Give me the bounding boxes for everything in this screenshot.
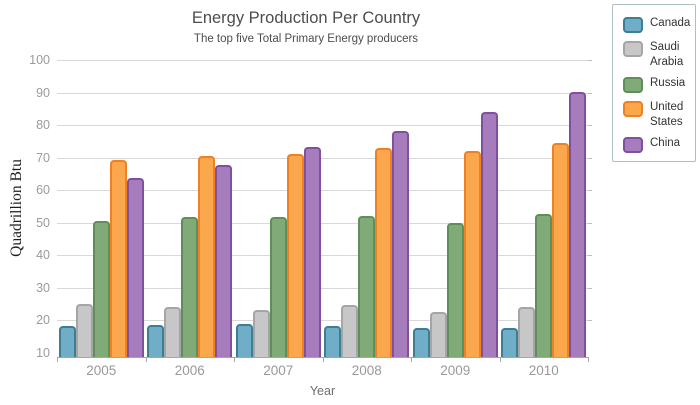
- legend-item-china[interactable]: China: [623, 136, 691, 153]
- gridline-80: [57, 125, 588, 127]
- gridline-20: [57, 320, 588, 322]
- legend-item-russia[interactable]: Russia: [623, 76, 691, 93]
- gridline-70: [57, 157, 588, 159]
- chart-title: Energy Production Per Country: [191, 9, 421, 27]
- gridline-60: [57, 190, 588, 192]
- gridline-stub-60: [588, 190, 592, 192]
- gridline-stub-20: [588, 320, 592, 322]
- bar-saudi-arabia-2008[interactable]: [341, 305, 359, 357]
- bar-china-2007[interactable]: [303, 147, 321, 357]
- legend-label: Saudi Arabia: [650, 40, 684, 68]
- gridline-stub-70: [588, 157, 592, 159]
- x-axis-tick: [322, 357, 324, 362]
- bar-united-states-2010[interactable]: [552, 143, 570, 357]
- bar-russia-2010[interactable]: [535, 214, 553, 357]
- gridline-stub-40: [588, 255, 592, 257]
- y-tick-label-60: 60: [36, 183, 50, 198]
- x-axis-tick: [145, 357, 147, 362]
- gridline-stub-50: [588, 222, 592, 224]
- y-tick-label-20: 20: [36, 313, 50, 328]
- legend-item-canada[interactable]: Canada: [623, 16, 691, 33]
- legend-swatch-saudi-arabia: [623, 40, 643, 57]
- bar-canada-2007[interactable]: [235, 323, 253, 357]
- x-axis-tick: [411, 357, 412, 362]
- legend-swatch-china: [623, 137, 643, 153]
- x-category-label-2005: 2005: [86, 363, 117, 378]
- bar-china-2010[interactable]: [569, 91, 587, 357]
- x-axis-tick: [57, 357, 58, 362]
- legend-label: China: [650, 137, 681, 149]
- bar-china-2009[interactable]: [480, 112, 498, 357]
- bar-russia-2006[interactable]: [181, 217, 199, 357]
- x-axis-tick: [588, 357, 589, 362]
- gridline-stub-100: [588, 60, 592, 61]
- bar-united-states-2006[interactable]: [198, 156, 216, 357]
- x-category-label-2010: 2010: [528, 363, 559, 378]
- legend-label: Russia: [650, 77, 686, 89]
- legend-swatch-russia: [623, 77, 643, 93]
- bar-canada-2010[interactable]: [501, 327, 519, 357]
- legend-item-saudi-arabia[interactable]: Saudi Arabia: [623, 40, 691, 70]
- y-tick-label-100: 100: [29, 53, 50, 67]
- y-tick-label-50: 50: [36, 215, 50, 230]
- x-axis-tick: [234, 357, 235, 362]
- x-category-label-2007: 2007: [263, 363, 294, 378]
- bar-canada-2005[interactable]: [58, 326, 76, 357]
- y-tick-label-30: 30: [36, 280, 50, 295]
- bar-russia-2009[interactable]: [446, 222, 464, 357]
- bar-china-2006[interactable]: [215, 164, 233, 357]
- bar-canada-2006[interactable]: [147, 325, 165, 357]
- gridline-100: [57, 60, 588, 61]
- legend-item-united-states[interactable]: United States: [623, 100, 691, 130]
- bar-united-states-2007[interactable]: [286, 154, 304, 357]
- legend-label: United States: [650, 100, 684, 128]
- bar-china-2008[interactable]: [392, 130, 410, 357]
- bar-russia-2005[interactable]: [92, 221, 110, 357]
- legend: Canada Saudi Arabia Russia United States Chi…: [612, 4, 696, 162]
- bar-saudi-arabia-2007[interactable]: [252, 309, 270, 357]
- bar-russia-2007[interactable]: [269, 216, 287, 357]
- x-category-label-2008: 2008: [351, 363, 382, 378]
- gridline-30: [57, 287, 588, 289]
- y-tick-label-90: 90: [36, 85, 50, 100]
- bar-saudi-arabia-2006[interactable]: [164, 307, 182, 357]
- y-tick-label-80: 80: [36, 118, 50, 133]
- bar-canada-2008[interactable]: [324, 326, 342, 357]
- legend-label: Canada: [650, 17, 691, 29]
- bar-saudi-arabia-2010[interactable]: [518, 306, 536, 357]
- x-category-label-2006: 2006: [174, 363, 205, 378]
- bar-saudi-arabia-2009[interactable]: [429, 312, 447, 357]
- y-tick-label-70: 70: [36, 150, 50, 165]
- x-axis-tick: [499, 357, 501, 362]
- legend-swatch-canada: [623, 17, 643, 33]
- bar-saudi-arabia-2005[interactable]: [75, 304, 93, 357]
- gridline-stub-90: [588, 92, 592, 94]
- y-tick-label-40: 40: [36, 248, 50, 263]
- bar-russia-2008[interactable]: [358, 216, 376, 357]
- bar-canada-2009[interactable]: [412, 328, 430, 357]
- legend-swatch-united-states: [623, 100, 643, 117]
- gridline-stub-30: [588, 287, 592, 289]
- gridline-90: [57, 92, 588, 94]
- x-axis-title: Year: [309, 384, 336, 398]
- chart-subtitle: The top five Total Primary Energy produc…: [193, 33, 419, 45]
- bar-united-states-2005[interactable]: [109, 160, 127, 357]
- y-tick-label-10: 10: [36, 345, 50, 360]
- bar-china-2005[interactable]: [126, 178, 144, 357]
- gridline-40: [57, 255, 588, 257]
- x-category-label-2009: 2009: [440, 363, 471, 378]
- gridline-50: [57, 222, 588, 224]
- bar-united-states-2008[interactable]: [375, 148, 393, 357]
- gridline-stub-80: [588, 125, 592, 127]
- bar-united-states-2009[interactable]: [463, 150, 481, 357]
